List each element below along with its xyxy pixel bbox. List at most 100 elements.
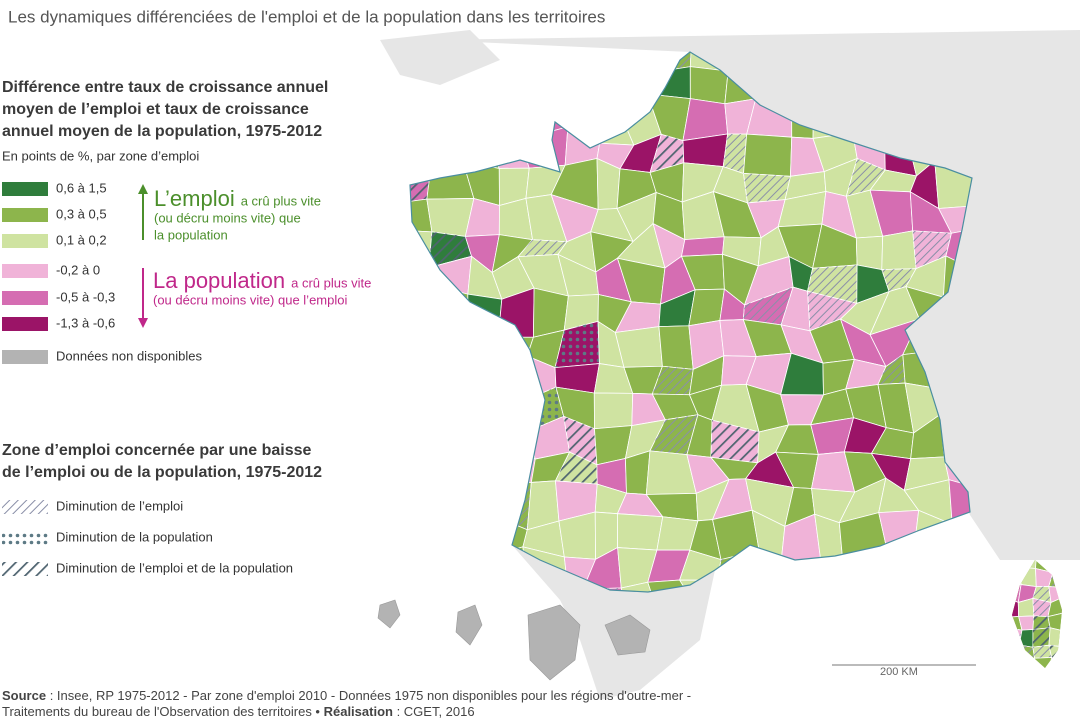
zone-decline [1002,628,1023,646]
zone [838,582,882,620]
zone [904,574,948,625]
zone [453,445,496,496]
legend-swatch [2,182,48,196]
zone [461,573,506,611]
zone [410,543,424,586]
zone [410,229,433,271]
legend-title: de l’emploi ou de la population, 1975-20… [2,464,322,481]
zone [682,98,729,142]
legend-label: 0,6 à 1,5 [56,180,107,195]
zone-decline [880,618,916,656]
zone [747,670,784,712]
zone [1003,567,1023,586]
arrow-up-head [138,184,148,194]
zone-decline [1048,645,1062,663]
neighbour-land [430,30,1080,700]
legend-note-head: La population [153,268,285,293]
zone-decline [877,354,906,385]
legend-swatch [2,317,48,331]
zone [941,645,985,668]
zone [808,582,859,617]
zone [879,618,916,656]
zone-decline [1032,598,1052,617]
zone-decline [942,645,985,668]
zone [1018,657,1036,668]
zone [647,66,691,100]
zone-decline [691,677,728,721]
uk [380,30,500,85]
zone-decline [555,452,598,485]
legend-subtitle: En points de %, par zone d’emploi [2,148,199,163]
zone [614,326,663,368]
zone [903,620,952,654]
zone-decline [423,483,458,528]
zone-decline [650,134,684,173]
zone [410,286,441,335]
zone [777,606,810,650]
zone [422,483,458,529]
source-part: : Insee, RP 1975-2012 - Par zone d'emplo… [46,688,691,703]
zone [744,606,779,650]
zone [807,608,858,650]
zone [1032,657,1053,668]
zone [970,586,1003,621]
zone [465,425,502,458]
zone-decline [555,321,600,368]
zone [966,638,1016,668]
legend-swatch [2,350,48,364]
zone [487,445,536,484]
zone [1011,674,1037,719]
zone [712,509,760,561]
zone [455,516,501,556]
zone [462,105,490,146]
zone-decline [488,111,536,145]
zone [941,545,977,588]
zone [725,670,760,712]
zone [596,98,635,146]
zone [422,449,468,496]
zone [749,549,783,583]
zone [410,389,434,419]
zone [613,70,654,100]
zone-decline [410,161,432,204]
zone [533,287,569,338]
zone [780,560,823,591]
source-part: Traitements du bureau de l'Observation d… [2,704,324,719]
zone [681,236,725,257]
zone [426,160,475,200]
zone-decline [719,645,760,668]
zone [1048,627,1062,648]
zone-decline [723,133,747,174]
legend-note: la population [154,227,228,242]
legend-title: moyen de l’emploi et taux de croissance [2,101,309,118]
zone-decline [710,420,760,463]
source-line: Traitements du bureau de l'Observation d… [2,704,475,719]
zone [617,513,664,551]
zone [774,637,827,668]
zone [967,679,1016,719]
zone [530,64,569,113]
zone [744,647,779,668]
zone [743,133,793,177]
zone [593,392,634,430]
legend-swatch [2,291,48,305]
zone [422,573,474,613]
legend-label: Données non disponibles [56,348,202,363]
legend-swatch [2,531,48,545]
zone [410,352,438,398]
zone-decline [743,287,794,325]
arrow-down-head [138,318,148,328]
legend-label: -1,3 à -0,6 [56,315,115,330]
zone-decline [807,291,857,331]
zone [495,355,533,398]
zone [458,355,503,391]
zone [436,286,469,329]
zone [495,386,533,432]
zone [719,645,760,668]
zone-decline [743,173,791,203]
zone [430,389,467,427]
zone-decline [518,239,567,257]
zone [410,417,434,461]
legend-swatch [2,562,48,576]
